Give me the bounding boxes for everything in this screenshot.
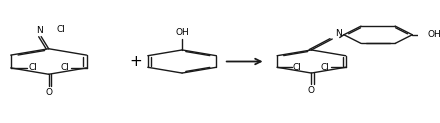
- Text: Cl: Cl: [60, 63, 69, 72]
- Text: Cl: Cl: [57, 25, 66, 34]
- Text: O: O: [45, 88, 52, 97]
- Text: Cl: Cl: [321, 63, 330, 72]
- Text: Cl: Cl: [293, 63, 302, 72]
- Text: O: O: [308, 86, 315, 95]
- Text: N: N: [36, 26, 42, 35]
- Text: N: N: [336, 29, 342, 38]
- Text: Cl: Cl: [28, 63, 37, 72]
- Text: OH: OH: [175, 28, 189, 37]
- Text: OH: OH: [427, 30, 440, 39]
- Text: +: +: [130, 54, 143, 69]
